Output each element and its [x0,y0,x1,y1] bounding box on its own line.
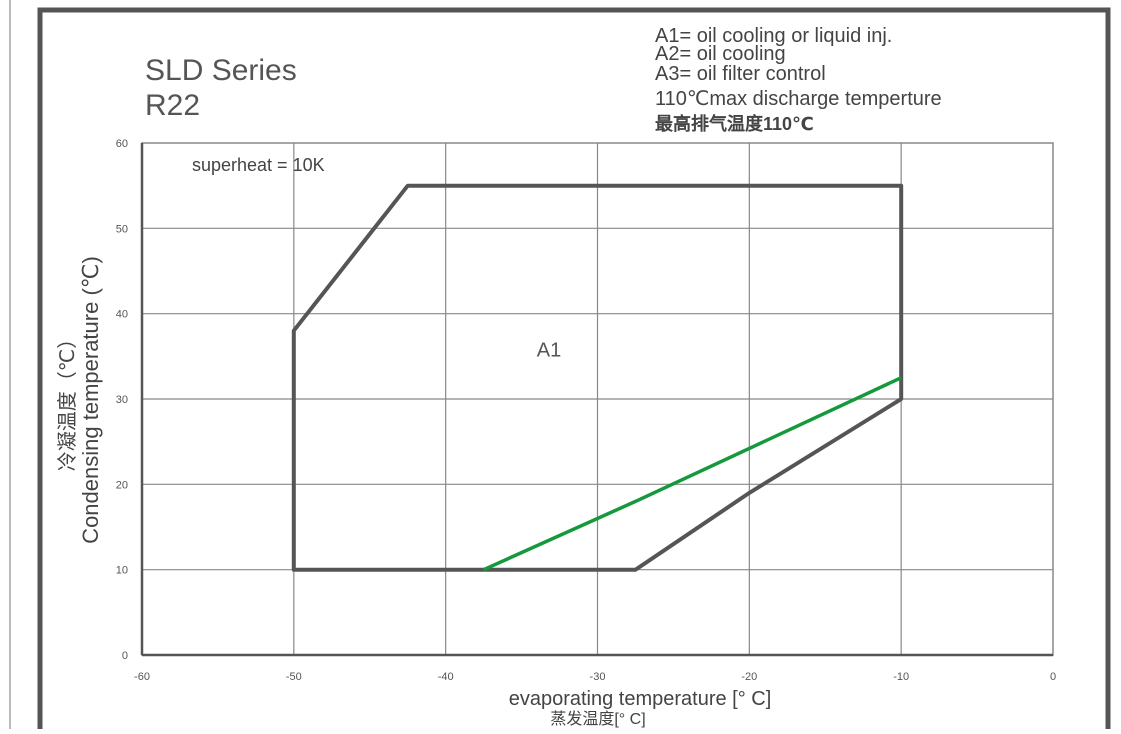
superheat-label: superheat = 10K [192,155,325,175]
x-axis-label-cn: 蒸发温度[° C] [550,710,645,728]
note-max-discharge: 110℃max discharge temperture [655,88,942,110]
y-axis-label-cn: 冷凝温度（℃） [56,329,79,471]
y-tick-label: 0 [122,650,128,662]
x-tick-label: -50 [286,671,302,683]
tick-labels: -60 -50 -40 -30 -20 -10 0 0 10 20 30 40 50 60 [116,138,1056,683]
x-tick-label: 0 [1050,671,1056,683]
note-max-discharge-cn: 最高排气温度110℃ [655,113,814,134]
y-tick-label: 30 [116,394,128,406]
green-limit-line [482,376,902,572]
axes [140,142,1054,657]
note-a1: A1= oil cooling or liquid inj. [655,25,892,47]
operating-envelope-line [291,183,904,572]
x-axis-label: evaporating temperature [° C] [509,688,772,710]
y-tick-label: 60 [116,138,128,150]
outer-frame [37,7,1111,734]
y-tick-label: 40 [116,309,128,321]
series [291,183,904,572]
gridlines [142,143,1053,655]
y-tick-label: 10 [116,565,128,577]
x-tick-label: -60 [134,671,150,683]
x-tick-label: -20 [741,671,757,683]
y-axis-label: Condensing temperature (℃) [78,256,103,544]
y-tick-label: 50 [116,223,128,235]
refrigerant-label: R22 [145,89,200,122]
x-tick-label: -30 [590,671,606,683]
note-a2: A2= oil cooling [655,43,786,65]
a1-region-label: A1 [537,339,561,361]
x-tick-label: -10 [893,671,909,683]
y-tick-label: 20 [116,479,128,491]
x-tick-label: -40 [438,671,454,683]
series-title: SLD Series [145,54,297,87]
note-a3: A3= oil filter control [655,63,826,85]
